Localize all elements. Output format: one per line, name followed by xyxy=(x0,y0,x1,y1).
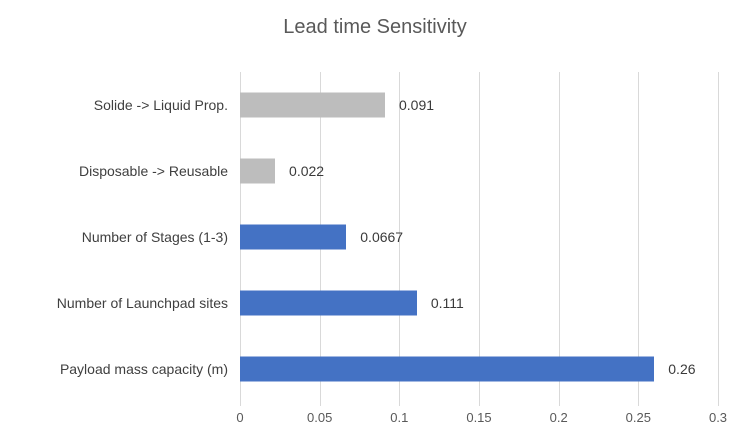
data-label: 0.0667 xyxy=(360,229,404,245)
x-tick-label: 0.05 xyxy=(307,410,333,425)
category-label: Disposable -> Reusable xyxy=(78,163,228,179)
x-tick-label: 0.3 xyxy=(708,410,728,425)
chart-row: 0.022 xyxy=(240,138,718,204)
data-label: 0.091 xyxy=(398,97,435,113)
chart-row: 0.091 xyxy=(240,72,718,138)
axis-tick-mark xyxy=(479,402,480,406)
bar xyxy=(240,158,276,184)
x-tick-label: 0.2 xyxy=(549,410,568,425)
x-tick-label: 0.25 xyxy=(625,410,651,425)
axis-tick-mark xyxy=(558,402,560,406)
axis-tick-mark xyxy=(240,402,241,406)
category-label: Solide -> Liquid Prop. xyxy=(93,97,228,113)
chart-title: Lead time Sensitivity xyxy=(283,16,467,38)
bar xyxy=(240,290,417,316)
x-tick-label: 0 xyxy=(236,410,244,425)
chart-row: 0.0667 xyxy=(240,204,718,270)
x-tick-label: 0.1 xyxy=(390,410,409,425)
category-label: Number of Stages (1-3) xyxy=(81,229,228,245)
data-label: 0.111 xyxy=(430,295,464,311)
gridline xyxy=(479,72,480,402)
axis-tick-mark xyxy=(638,402,640,406)
axis-tick-mark xyxy=(399,402,401,406)
axis-tick-mark xyxy=(718,402,719,406)
category-axis: Solide -> Liquid Prop. Disposable -> Reus… xyxy=(0,72,228,402)
chart-row: 0.111 xyxy=(240,270,718,336)
gridline xyxy=(399,72,401,402)
gridline xyxy=(638,72,640,402)
axis-tick-mark xyxy=(319,402,321,406)
gridline xyxy=(718,72,719,402)
data-label: 0.26 xyxy=(668,361,696,377)
x-tick-label: 0.15 xyxy=(466,410,492,425)
gridline xyxy=(558,72,560,402)
bar xyxy=(240,92,385,118)
chart-row: 0.26 xyxy=(240,336,718,402)
bar xyxy=(240,224,347,250)
x-axis-tick-labels: 0 0.05 0.1 0.15 0.2 0.25 0.3 xyxy=(236,410,727,430)
plot-area: 0.091 0.022 0.0667 0.111 0.26 xyxy=(240,72,719,406)
data-label: 0.022 xyxy=(289,163,325,179)
category-label: Number of Launchpad sites xyxy=(56,295,228,311)
category-label: Payload mass capacity (m) xyxy=(59,361,228,377)
bar xyxy=(240,356,655,382)
